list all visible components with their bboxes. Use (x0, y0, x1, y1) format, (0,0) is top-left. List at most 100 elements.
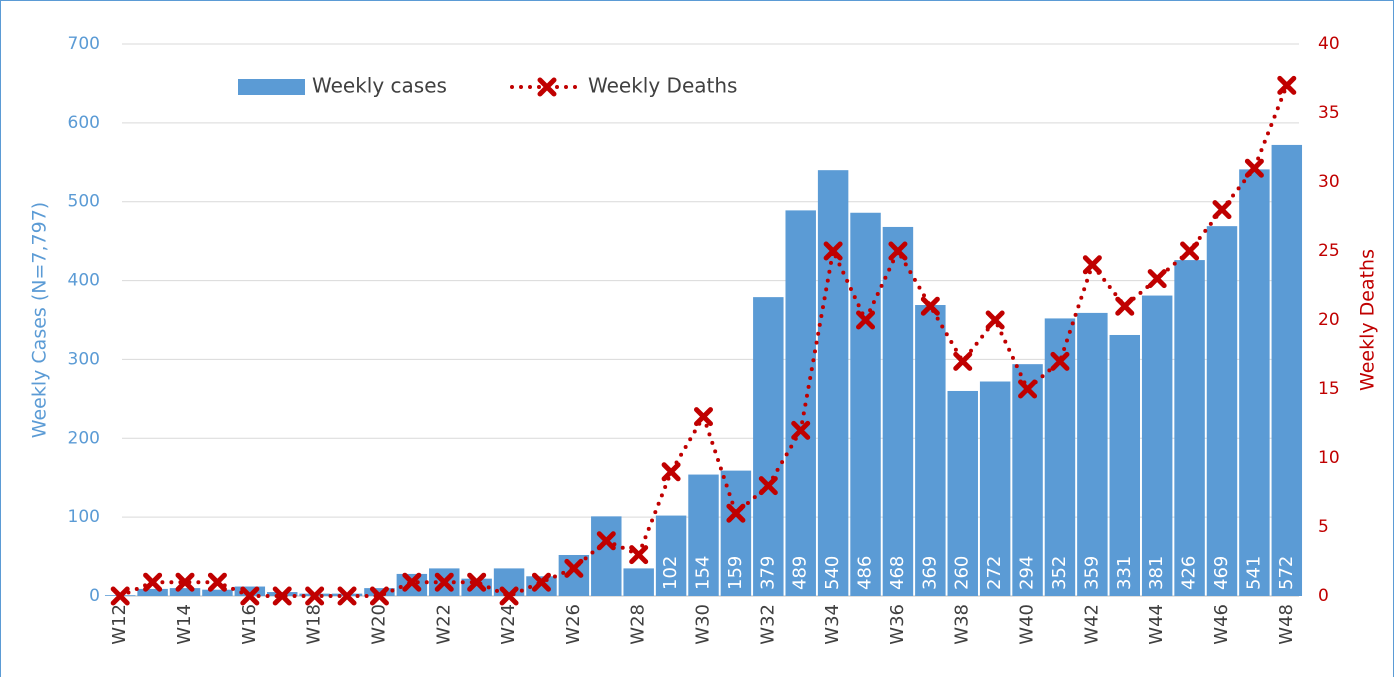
x-tick-label: W20 (368, 604, 389, 645)
bar (137, 588, 168, 596)
marker (1277, 75, 1297, 95)
data-label: 352 (1049, 556, 1070, 590)
data-label: 572 (1276, 556, 1297, 590)
bar (202, 589, 233, 596)
marker (1147, 269, 1167, 289)
marker (1082, 255, 1102, 275)
y-tick-label: 600 (68, 113, 100, 133)
data-label: 260 (952, 556, 973, 590)
bar (1174, 260, 1205, 596)
marker (564, 558, 584, 578)
x-tick-label: W32 (757, 604, 778, 645)
data-label: 381 (1146, 556, 1167, 590)
x-tick-label: W22 (433, 604, 454, 645)
bar (979, 381, 1011, 596)
bar (169, 588, 201, 596)
marker (337, 586, 357, 606)
bar (688, 474, 719, 596)
marker (1115, 296, 1135, 316)
y2-axis-title: Weekly Deaths (1357, 249, 1379, 391)
x-tick-label: W28 (628, 604, 649, 645)
marker (1050, 351, 1070, 371)
bar (850, 212, 881, 597)
y2-tick-label: 0 (1318, 586, 1329, 606)
x-tick-label: W42 (1081, 604, 1102, 645)
bar (364, 588, 395, 596)
y2-tick-label: 40 (1318, 34, 1340, 54)
data-label: 272 (984, 556, 1005, 590)
bar (753, 297, 784, 596)
data-label: 540 (822, 556, 843, 590)
bar (1141, 295, 1173, 596)
marker (1212, 200, 1232, 220)
data-label: 359 (1081, 556, 1102, 590)
x-tick-label: W34 (822, 604, 843, 645)
x-tick-label: W14 (174, 604, 195, 645)
legend-swatch (238, 79, 305, 95)
x-tick-label: W24 (498, 604, 519, 645)
y-tick-label: 500 (68, 192, 100, 212)
marker (1244, 158, 1264, 178)
data-label: 489 (790, 556, 811, 590)
data-label: 369 (919, 556, 940, 590)
data-label: 541 (1243, 556, 1264, 590)
data-label: 426 (1179, 556, 1200, 590)
marker (531, 572, 551, 592)
marker (143, 572, 163, 592)
marker (856, 310, 876, 330)
legend-label: Weekly cases (312, 74, 447, 98)
y2-tick-label: 35 (1318, 103, 1340, 123)
x-tick-label: W44 (1146, 604, 1167, 645)
marker (175, 572, 195, 592)
y-tick-label: 300 (68, 349, 100, 369)
bar (947, 390, 978, 596)
bar (493, 568, 525, 596)
bar (1012, 364, 1043, 596)
data-label: 102 (660, 556, 681, 590)
y-tick-label: 100 (68, 507, 100, 527)
data-label: 468 (887, 556, 908, 590)
bar (1206, 226, 1238, 596)
bar (591, 516, 622, 596)
marker (305, 586, 325, 606)
marker (823, 241, 843, 261)
legend-label: Weekly Deaths (588, 74, 737, 98)
marker (661, 462, 681, 482)
y2-tick-label: 15 (1318, 379, 1340, 399)
marker (920, 296, 940, 316)
y2-tick-label: 25 (1318, 241, 1340, 261)
data-label: 379 (757, 556, 778, 590)
bar (655, 515, 687, 596)
marker (369, 586, 389, 606)
marker (467, 572, 487, 592)
y-tick-label: 200 (68, 428, 100, 448)
y-tick-label: 400 (68, 271, 100, 291)
marker (726, 503, 746, 523)
marker (402, 572, 422, 592)
x-tick-label: W12 (109, 604, 130, 645)
marker (694, 407, 713, 427)
marker (272, 586, 292, 606)
marker (1018, 379, 1038, 399)
y-tick-label: 0 (89, 586, 100, 606)
marker (791, 420, 811, 440)
data-label: 159 (725, 556, 746, 590)
x-tick-label: W38 (952, 604, 973, 645)
bar (817, 170, 849, 596)
bar (1271, 144, 1303, 597)
x-tick-label: W48 (1276, 604, 1297, 645)
y2-tick-label: 10 (1318, 448, 1340, 468)
bar (720, 470, 752, 596)
bar (785, 210, 816, 597)
x-tick-label: W36 (887, 604, 908, 645)
data-label: 486 (855, 556, 876, 590)
legend-marker (537, 77, 557, 97)
y2-tick-label: 5 (1318, 517, 1329, 537)
marker (434, 572, 454, 592)
marker (758, 476, 778, 496)
bar (1077, 312, 1108, 596)
y-tick-label: 700 (68, 34, 100, 54)
marker (629, 545, 649, 565)
x-tick-label: W26 (563, 604, 584, 645)
